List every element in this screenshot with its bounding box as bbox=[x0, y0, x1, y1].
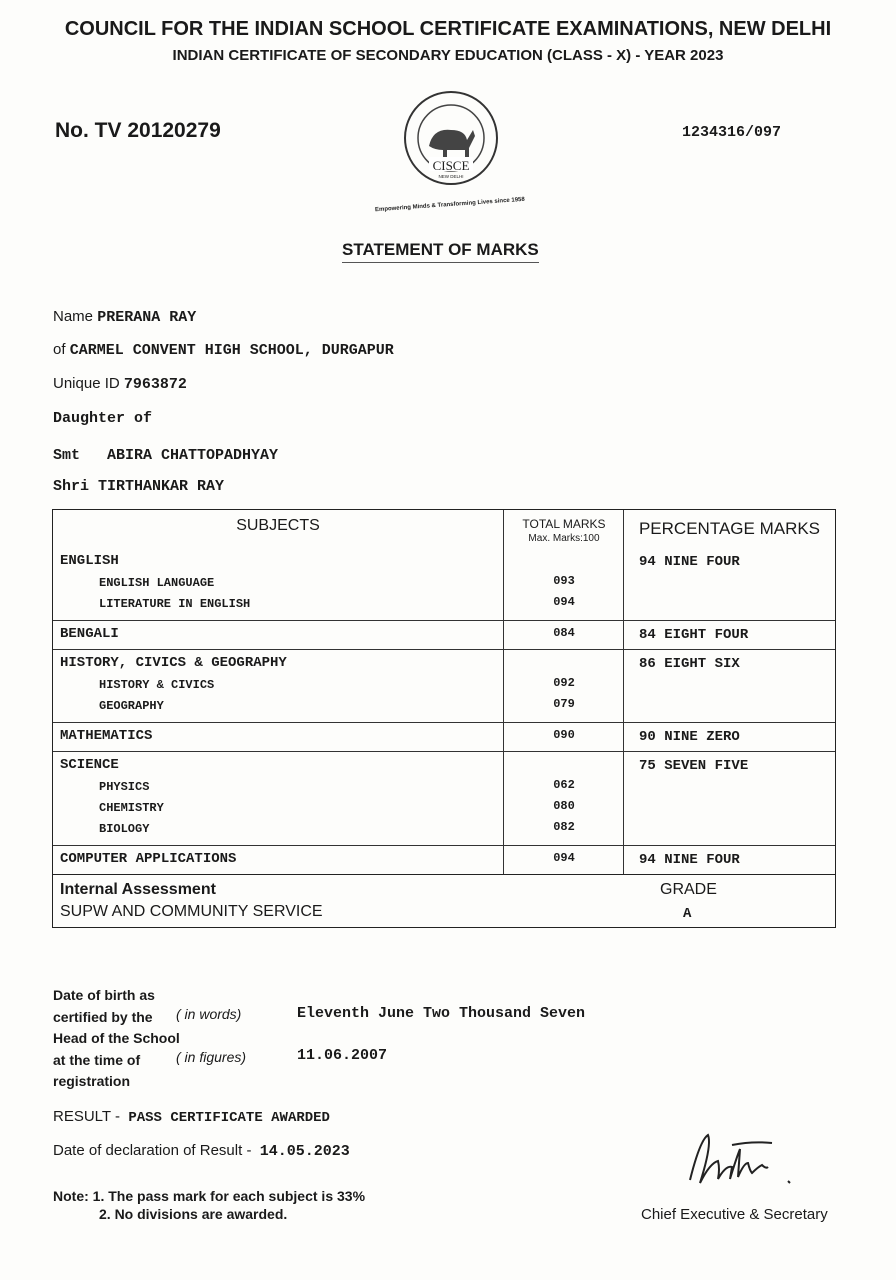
subject-marks: 084 bbox=[553, 626, 575, 640]
table-row: ENGLISH ENGLISH LANGUAGE LITERATURE IN ENG… bbox=[53, 548, 835, 620]
sub-subject-name: BIOLOGY bbox=[99, 822, 150, 836]
percentage-marks: 84 EIGHT FOUR bbox=[639, 627, 749, 643]
sub-subject-name: PHYSICS bbox=[99, 780, 150, 794]
sub-subject-marks: 079 bbox=[553, 697, 575, 711]
percentage-marks: 94 NINE FOUR bbox=[639, 852, 740, 868]
table-row: BENGALI 084 84 EIGHT FOUR bbox=[53, 620, 835, 649]
result-value: PASS CERTIFICATE AWARDED bbox=[128, 1110, 330, 1126]
header-subjects: SUBJECTS bbox=[236, 517, 320, 534]
dob-label: Date of birth as certified by the Head of … bbox=[53, 987, 180, 1089]
notes: Note: 1. The pass mark for each subject … bbox=[53, 1188, 366, 1204]
marks-table: SUBJECTS TOTAL MARKS Max. Marks:100 PERCE… bbox=[52, 509, 836, 928]
result-row: RESULT - PASS CERTIFICATE AWARDED bbox=[53, 1108, 330, 1126]
unique-id: 7963872 bbox=[123, 376, 187, 393]
dob-figures: 11.06.2007 bbox=[297, 1047, 388, 1064]
svg-text:Empowering Minds & Transformin: Empowering Minds & Transforming Lives si… bbox=[375, 197, 526, 213]
sub-subject-marks: 093 bbox=[553, 574, 575, 588]
table-row: COMPUTER APPLICATIONS 094 94 NINE FOUR bbox=[53, 845, 835, 874]
header-percentage: PERCENTAGE MARKS bbox=[638, 519, 821, 538]
percentage-marks: 86 EIGHT SIX bbox=[639, 656, 740, 672]
svg-text:CISCE: CISCE bbox=[433, 158, 470, 173]
cisce-logo: CISCE NEW DELHI Empowering Minds & Trans… bbox=[365, 86, 535, 221]
header-max: Max. Marks:100 bbox=[528, 533, 600, 544]
supw-grade: A bbox=[683, 906, 692, 922]
header-total: TOTAL MARKS bbox=[522, 517, 606, 531]
father-row: Shri TIRTHANKAR RAY bbox=[53, 478, 225, 495]
sub-subject-name: CHEMISTRY bbox=[99, 801, 164, 815]
subject-name: SCIENCE bbox=[60, 757, 119, 773]
sub-subject-name: ENGLISH LANGUAGE bbox=[99, 576, 215, 590]
sub-subject-marks: 080 bbox=[553, 799, 575, 813]
subject-marks: 090 bbox=[553, 728, 575, 742]
subject-name: HISTORY, CIVICS & GEOGRAPHY bbox=[60, 655, 287, 671]
table-row: MATHEMATICS 090 90 NINE ZERO bbox=[53, 722, 835, 751]
sub-subject-name: LITERATURE IN ENGLISH bbox=[99, 597, 251, 611]
relation: Daughter of bbox=[53, 410, 153, 427]
council-title: COUNCIL FOR THE INDIAN SCHOOL CERTIFICAT… bbox=[64, 18, 832, 40]
index-number: 1234316/097 bbox=[682, 124, 782, 141]
subject-marks: 094 bbox=[553, 851, 575, 865]
subject-name: ENGLISH bbox=[60, 553, 119, 569]
signatory-title: Chief Executive & Secretary bbox=[641, 1206, 828, 1223]
subject-name: COMPUTER APPLICATIONS bbox=[60, 851, 237, 867]
mother-name: ABIRA CHATTOPADHYAY bbox=[107, 447, 279, 464]
school-row: of CARMEL CONVENT HIGH SCHOOL, DURGAPUR bbox=[53, 341, 394, 359]
school-name: CARMEL CONVENT HIGH SCHOOL, DURGAPUR bbox=[69, 342, 394, 359]
mother-row: Smt ABIRA CHATTOPADHYAY bbox=[53, 447, 279, 464]
percentage-marks: 90 NINE ZERO bbox=[639, 729, 740, 745]
table-header: SUBJECTS TOTAL MARKS Max. Marks:100 PERCE… bbox=[53, 510, 835, 548]
dob-words: Eleventh June Two Thousand Seven bbox=[297, 1005, 586, 1022]
sub-subject-marks: 082 bbox=[553, 820, 575, 834]
exam-title: INDIAN CERTIFICATE OF SECONDARY EDUCATIO… bbox=[172, 47, 724, 64]
document-title: STATEMENT OF MARKS bbox=[342, 240, 539, 263]
percentage-marks: 75 SEVEN FIVE bbox=[639, 758, 749, 774]
svg-text:NEW DELHI: NEW DELHI bbox=[438, 174, 463, 179]
sub-subject-name: HISTORY & CIVICS bbox=[99, 678, 215, 692]
father-name: TIRTHANKAR RAY bbox=[98, 478, 225, 495]
sub-subject-marks: 092 bbox=[553, 676, 575, 690]
candidate-name: PRERANA RAY bbox=[97, 309, 197, 326]
declaration-date: 14.05.2023 bbox=[259, 1143, 350, 1160]
cisce-seal-icon: CISCE NEW DELHI Empowering Minds & Trans… bbox=[375, 91, 526, 213]
uid-row: Unique ID 7963872 bbox=[53, 375, 187, 393]
subject-name: BENGALI bbox=[60, 626, 119, 642]
declaration-row: Date of declaration of Result - 14.05.20… bbox=[53, 1142, 350, 1160]
sub-subject-marks: 062 bbox=[553, 778, 575, 792]
table-row: HISTORY, CIVICS & GEOGRAPHY HISTORY & CIV… bbox=[53, 649, 835, 722]
table-row: SCIENCE PHYSICS CHEMISTRY BIOLOGY 062 080 082 7… bbox=[53, 751, 835, 845]
name-row: Name PRERANA RAY bbox=[53, 308, 197, 326]
sub-subject-name: GEOGRAPHY bbox=[99, 699, 164, 713]
signature-icon bbox=[689, 1133, 791, 1184]
percentage-marks: 94 NINE FOUR bbox=[639, 554, 740, 570]
sub-subject-marks: 094 bbox=[553, 595, 575, 609]
subject-name: MATHEMATICS bbox=[60, 728, 153, 744]
serial-number: No. TV 20120279 bbox=[55, 119, 221, 142]
internal-assessment-row: Internal Assessment GRADE SUPW AND COMMU… bbox=[53, 874, 835, 927]
